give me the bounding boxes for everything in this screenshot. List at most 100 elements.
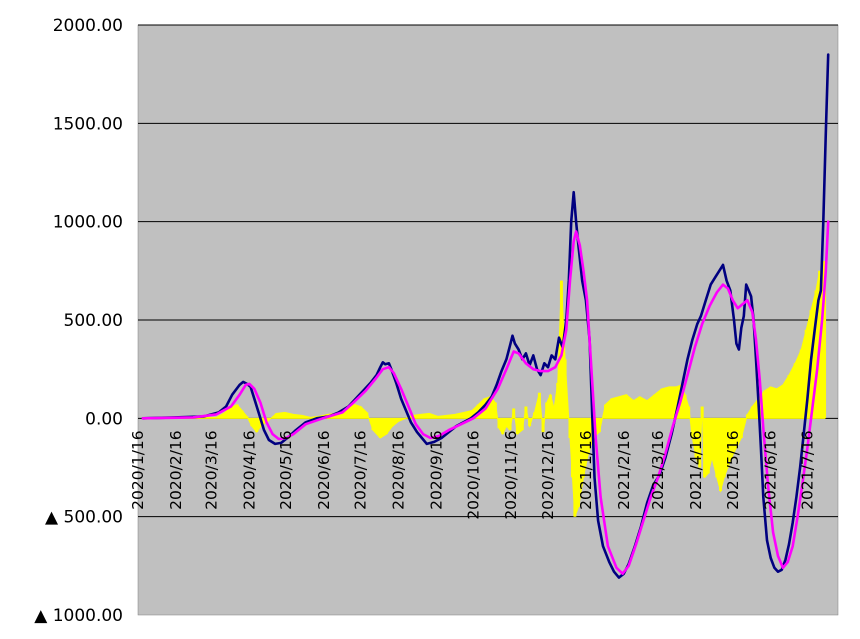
bar — [274, 413, 278, 419]
bar — [436, 416, 440, 419]
bar — [222, 413, 226, 419]
bar — [687, 406, 691, 419]
bar — [787, 375, 791, 419]
x-tick-label: 2020/8/16 — [390, 430, 408, 509]
y-tick-label: 500.00 — [64, 311, 123, 331]
bar — [353, 404, 357, 419]
x-tick-label: 2021/2/16 — [615, 430, 633, 509]
bar — [610, 398, 614, 419]
bar — [617, 396, 621, 419]
bar — [769, 386, 773, 419]
bar — [300, 415, 304, 419]
bar — [528, 418, 532, 427]
bar — [520, 418, 524, 431]
bar — [683, 394, 687, 419]
bar — [750, 406, 754, 419]
bar — [512, 408, 516, 419]
bar — [715, 418, 719, 478]
x-tick-label: 2020/3/16 — [202, 430, 220, 509]
bar — [722, 418, 726, 478]
bar — [763, 390, 767, 419]
x-tick-label: 2020/7/16 — [352, 430, 370, 509]
bar — [652, 394, 656, 419]
bar — [597, 418, 601, 433]
bar — [309, 417, 313, 419]
bar — [245, 416, 249, 419]
bar — [706, 418, 710, 474]
bar — [384, 418, 388, 435]
bar — [427, 413, 431, 419]
bar — [823, 261, 827, 419]
bar — [700, 406, 704, 419]
bar — [775, 388, 779, 419]
bar — [719, 418, 723, 492]
bar — [563, 359, 567, 419]
average-line — [141, 220, 830, 575]
x-tick-label: 2020/11/16 — [502, 430, 520, 519]
bar — [703, 418, 707, 478]
bar — [793, 363, 797, 419]
y-tick-label: 0.00 — [85, 409, 123, 429]
y-tick-label: 1500.00 — [53, 114, 123, 134]
bar — [745, 414, 749, 419]
bar — [493, 402, 497, 419]
bar — [250, 418, 254, 427]
bar — [255, 418, 259, 433]
bar — [581, 418, 585, 478]
bar — [470, 410, 474, 419]
bar — [814, 290, 818, 419]
x-tick-label: 2021/4/16 — [687, 430, 705, 509]
bar — [419, 414, 423, 419]
bar — [568, 418, 572, 438]
bar — [645, 400, 649, 419]
bar — [346, 408, 350, 419]
bar — [799, 349, 803, 419]
bar — [365, 412, 369, 419]
bar — [444, 415, 448, 419]
x-tick-label: 2021/5/16 — [724, 430, 742, 509]
bar — [726, 418, 730, 468]
bar — [371, 418, 375, 431]
y-tick-label: 1000.00 — [53, 213, 123, 233]
bar — [804, 329, 808, 419]
bar — [397, 418, 401, 422]
bar — [624, 394, 628, 419]
bar — [781, 384, 785, 419]
bar — [497, 418, 501, 429]
bar — [214, 417, 218, 419]
bar — [730, 418, 734, 458]
bar — [501, 418, 505, 435]
bar — [504, 418, 508, 427]
x-tick-label: 2020/9/16 — [428, 430, 446, 509]
bar — [577, 418, 581, 507]
bar — [698, 418, 702, 468]
x-tick-label: 2020/2/16 — [167, 430, 185, 509]
bar — [541, 418, 545, 433]
bar — [739, 418, 743, 438]
x-tick-label: 2020/4/16 — [240, 430, 258, 509]
bar — [690, 418, 694, 438]
x-tick-label: 2020/6/16 — [315, 430, 333, 509]
bar — [573, 418, 577, 517]
bar — [378, 418, 382, 438]
x-tick-label: 2021/7/16 — [798, 430, 816, 509]
bar — [667, 386, 671, 419]
bar — [334, 413, 338, 419]
bar — [552, 408, 556, 419]
bar — [734, 418, 738, 448]
bar — [488, 396, 492, 419]
bar — [638, 396, 642, 419]
x-tick-label: 2020/5/16 — [277, 430, 295, 509]
bar — [391, 418, 395, 427]
bar — [515, 418, 519, 435]
bar — [694, 418, 698, 458]
bar — [291, 414, 295, 419]
x-tick-label: 2020/12/16 — [539, 430, 557, 519]
bar — [820, 284, 824, 419]
bar — [462, 412, 466, 419]
x-tick-label: 2021/6/16 — [762, 430, 780, 509]
bar — [537, 392, 541, 419]
x-tick-label: 2021/3/16 — [649, 430, 667, 509]
bar — [570, 418, 574, 478]
